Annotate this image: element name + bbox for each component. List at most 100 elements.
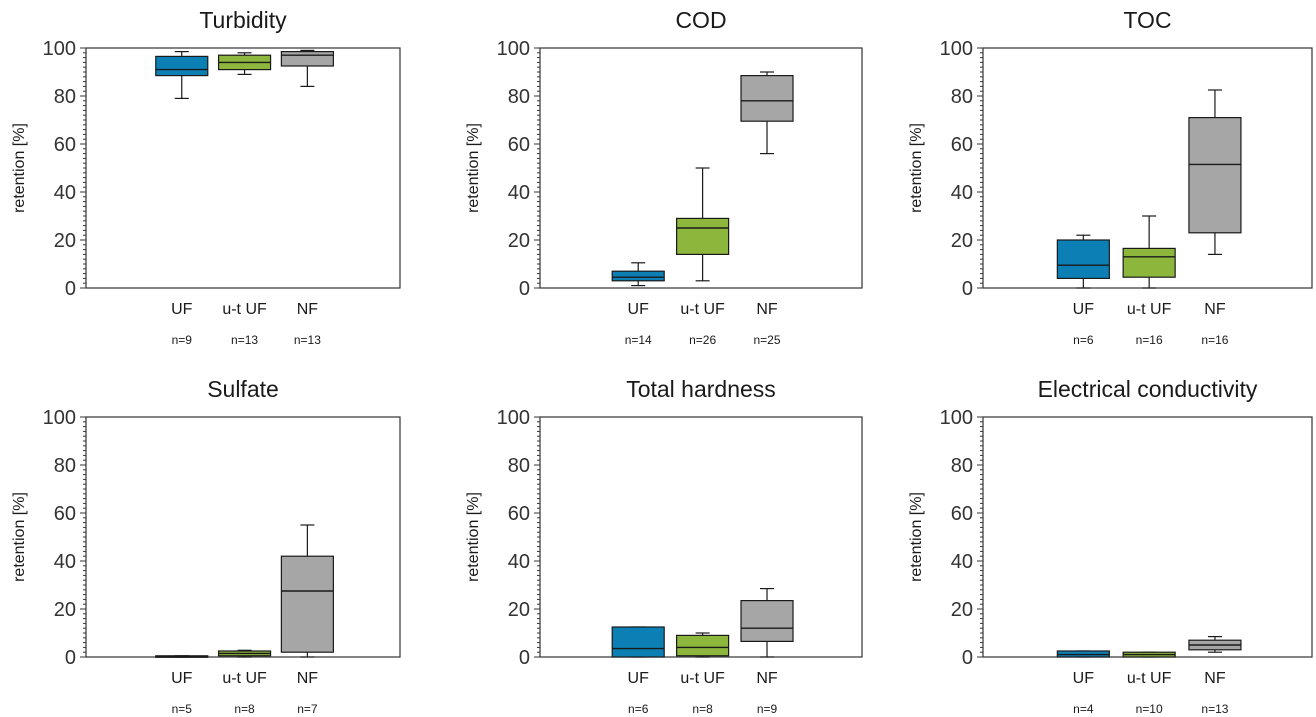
y-tick-label: 80	[951, 86, 973, 108]
box-nf	[740, 71, 794, 155]
x-tick-label: u-t UF	[1127, 301, 1172, 318]
iqr-box	[676, 217, 730, 255]
y-tick-label: 40	[54, 182, 76, 204]
x-tick-label: u-t UF	[222, 670, 267, 687]
x-tick-label: NF	[1204, 670, 1226, 687]
chart-panel-5: Total hardness 0 20 40 60 80 100 retention [%] U…	[465, 376, 863, 716]
sample-count-label: n=16	[1136, 333, 1163, 347]
chart-panel-6: Electrical conductivity 0 20 40 60 80 100 reten…	[908, 376, 1313, 716]
plot-frame	[85, 47, 401, 289]
y-tick-label: 40	[508, 182, 530, 204]
sample-count-label: n=6	[1073, 333, 1094, 347]
y-tick-label: 40	[508, 551, 530, 573]
chart-panel-1: Turbidity 0 20 40 60 80 100 retention [%] UF n=9 u…	[11, 7, 401, 347]
iqr-box	[280, 50, 334, 67]
y-tick-label: 100	[940, 38, 973, 60]
y-tick-label: 80	[508, 86, 530, 108]
x-tick-label: u-t UF	[680, 670, 725, 687]
box-nf	[280, 49, 334, 88]
y-tick-label: 100	[497, 407, 530, 429]
iqr-box	[611, 626, 665, 658]
y-tick-label: 60	[951, 134, 973, 156]
iqr-box	[611, 270, 665, 282]
sample-count-label: n=8	[234, 702, 255, 716]
sample-count-label: n=10	[1136, 702, 1163, 716]
box-u-t-uf	[217, 649, 272, 658]
y-tick-label: 80	[54, 455, 76, 477]
sample-count-label: n=16	[1201, 333, 1228, 347]
sample-count-label: n=6	[628, 702, 649, 716]
y-axis-label: retention [%]	[908, 492, 925, 582]
box-u-t-uf	[1122, 651, 1176, 658]
chart-title: Total hardness	[626, 376, 776, 402]
box-nf	[1188, 89, 1242, 255]
y-tick-label: 0	[65, 647, 76, 669]
y-axis-label: retention [%]	[11, 492, 28, 582]
sample-count-label: n=13	[1201, 702, 1228, 716]
y-tick-label: 80	[951, 455, 973, 477]
plot-frame	[85, 416, 401, 658]
iqr-box	[1122, 247, 1176, 278]
iqr-box	[740, 74, 794, 122]
y-tick-label: 80	[54, 86, 76, 108]
chart-title: TOC	[1123, 7, 1171, 33]
y-tick-label: 20	[508, 230, 530, 252]
box-uf	[1056, 650, 1110, 658]
x-tick-label: NF	[297, 670, 319, 687]
box-uf	[611, 262, 665, 287]
sample-count-label: n=26	[689, 333, 716, 347]
y-tick-label: 40	[951, 551, 973, 573]
box-u-t-uf	[1122, 215, 1176, 289]
x-tick-label: u-t UF	[222, 301, 267, 318]
iqr-box	[676, 634, 730, 657]
x-tick-label: NF	[297, 301, 319, 318]
y-tick-label: 40	[951, 182, 973, 204]
x-tick-label: UF	[171, 670, 193, 687]
chart-title: Electrical conductivity	[1038, 376, 1258, 402]
y-tick-label: 20	[951, 230, 973, 252]
y-tick-label: 20	[508, 599, 530, 621]
y-tick-label: 20	[951, 599, 973, 621]
sample-count-label: n=9	[757, 702, 778, 716]
y-tick-label: 0	[65, 278, 76, 300]
sample-count-label: n=7	[297, 702, 318, 716]
box-uf	[611, 626, 665, 658]
y-tick-label: 100	[940, 407, 973, 429]
x-tick-label: UF	[628, 301, 650, 318]
x-tick-label: UF	[171, 301, 193, 318]
x-tick-label: NF	[1204, 301, 1226, 318]
box-uf	[155, 50, 209, 100]
y-tick-label: 60	[508, 503, 530, 525]
iqr-box	[280, 555, 334, 653]
iqr-box	[1056, 239, 1110, 280]
plot-frame	[982, 416, 1313, 658]
chart-title: Sulfate	[207, 376, 279, 402]
chart-panel-2: COD 0 20 40 60 80 100 retention [%] UF n=14 u-t UF…	[465, 7, 863, 347]
chart-title: COD	[675, 7, 726, 33]
box-u-t-uf	[676, 632, 730, 658]
y-tick-label: 0	[519, 647, 530, 669]
box-uf	[155, 655, 209, 658]
y-tick-label: 0	[962, 278, 973, 300]
y-tick-label: 40	[54, 551, 76, 573]
x-tick-label: NF	[756, 301, 778, 318]
sample-count-label: n=13	[294, 333, 321, 347]
y-axis-label: retention [%]	[908, 123, 925, 213]
sample-count-label: n=4	[1073, 702, 1094, 716]
box-u-t-uf	[676, 167, 730, 282]
x-tick-label: u-t UF	[680, 301, 725, 318]
y-tick-label: 100	[43, 407, 76, 429]
plot-frame	[539, 416, 863, 658]
chart-title: Turbidity	[199, 7, 287, 33]
chart-panel-3: TOC 0 20 40 60 80 100 retention [%] UF n=6 u-t UF n…	[908, 7, 1313, 347]
box-uf	[1056, 234, 1110, 289]
y-tick-label: 0	[519, 278, 530, 300]
y-tick-label: 100	[497, 38, 530, 60]
sample-count-label: n=5	[172, 702, 193, 716]
box-nf	[740, 587, 794, 658]
x-tick-label: NF	[756, 670, 778, 687]
iqr-box	[1188, 116, 1242, 234]
sample-count-label: n=9	[172, 333, 193, 347]
box-nf	[1188, 635, 1242, 653]
